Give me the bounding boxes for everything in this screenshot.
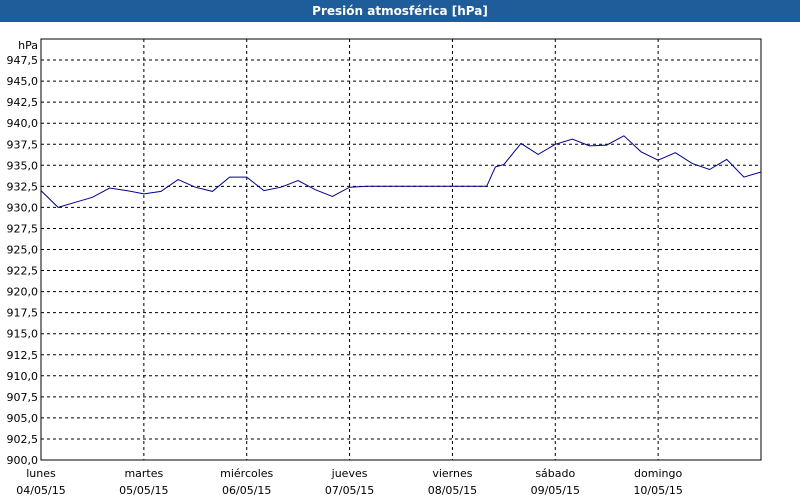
y-tick-label: 905,0 — [7, 412, 39, 425]
x-tick-date: 10/05/15 — [633, 484, 682, 497]
x-ticks: lunes 04/05/15 martes 05/05/15 miércoles 06/0… — [16, 467, 683, 497]
x-tick-day: miércoles — [220, 467, 273, 480]
y-tick-label: 917,5 — [7, 307, 39, 320]
x-tick-date: 09/05/15 — [531, 484, 580, 497]
grid-layer — [41, 39, 761, 460]
x-tick-day: domingo — [634, 467, 682, 480]
y-tick-label: 907,5 — [7, 391, 39, 404]
y-tick-label: 932,5 — [7, 180, 39, 193]
y-tick-label: 902,5 — [7, 433, 39, 446]
y-tick-label: 937,5 — [7, 138, 39, 151]
y-tick-label: 945,0 — [7, 75, 39, 88]
x-tick-date: 06/05/15 — [222, 484, 271, 497]
y-tick-label: 935,0 — [7, 159, 39, 172]
y-unit-label: hPa — [18, 39, 38, 52]
y-tick-label: 900,0 — [7, 454, 39, 467]
y-tick-label: 915,0 — [7, 328, 39, 341]
x-tick-date: 07/05/15 — [325, 484, 374, 497]
y-tick-label: 910,0 — [7, 370, 39, 383]
y-tick-label: 942,5 — [7, 96, 39, 109]
chart-title: Presión atmosférica [hPa] — [0, 0, 800, 22]
y-tick-label: 922,5 — [7, 265, 39, 278]
pressure-chart: hPa 947,5945,0942,5940,0937,5935,0932,59… — [7, 38, 762, 497]
x-tick-day: viernes — [432, 467, 472, 480]
y-ticks: 947,5 945,0 942,5 940,0 937,5 935,0 932,5 930,0… — [7, 54, 39, 467]
series-line-pressure — [40, 135, 762, 208]
y-tick-label: 947,5 — [7, 54, 39, 67]
x-tick-date: 04/05/15 — [16, 484, 65, 497]
x-tick-date: 08/05/15 — [428, 484, 477, 497]
y-tick-label: 940,0 — [7, 117, 39, 130]
y-tick-label: 930,0 — [7, 201, 39, 214]
x-tick-day: jueves — [331, 467, 368, 480]
y-tick-label: 927,5 — [7, 222, 39, 235]
y-tick-label: 920,0 — [7, 286, 39, 299]
plot-border — [40, 38, 762, 461]
y-tick-label: 912,5 — [7, 349, 39, 362]
x-tick-date: 05/05/15 — [119, 484, 168, 497]
x-tick-day: lunes — [26, 467, 56, 480]
x-tick-day: martes — [124, 467, 163, 480]
y-tick-label: 925,0 — [7, 244, 39, 257]
x-tick-day: sábado — [535, 467, 575, 480]
